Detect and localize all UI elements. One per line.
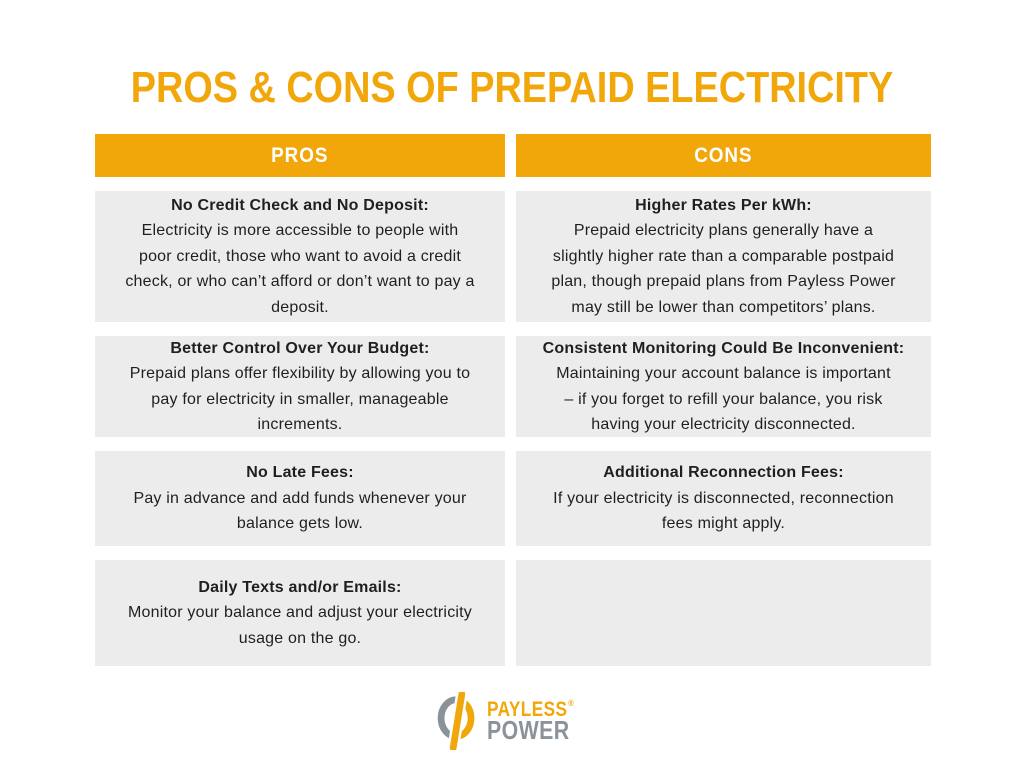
- logo-wordmark: PAYLESS ® POWER: [487, 698, 575, 745]
- pro-item-body: Pay in advance and add funds whenever yo…: [133, 489, 467, 533]
- pros-column-header: PROS: [95, 134, 505, 177]
- pro-item-no-credit-check: No Credit Check and No Deposit: Electric…: [95, 191, 505, 322]
- payless-power-logo: PAYLESS ® POWER: [430, 692, 593, 750]
- logo-power-text: POWER: [487, 715, 571, 745]
- con-item-empty: [516, 560, 931, 666]
- pro-item-heading: No Credit Check and No Deposit:: [171, 196, 429, 214]
- con-item-body: Prepaid electricity plans generally have…: [551, 222, 896, 316]
- pros-column-header-label: PROS: [271, 143, 329, 167]
- pro-item-body: Electricity is more accessible to people…: [125, 222, 475, 316]
- cons-column-header: CONS: [516, 134, 931, 177]
- pro-item-body: Prepaid plans offer flexibility by allow…: [129, 365, 471, 433]
- pro-item-no-late-fees: No Late Fees: Pay in advance and add fun…: [95, 451, 505, 546]
- logo-payless-text: PAYLESS ®: [487, 698, 575, 721]
- pro-item-daily-texts: Daily Texts and/or Emails: Monitor your …: [95, 560, 505, 666]
- con-item-reconnection-fees: Additional Reconnection Fees: If your el…: [516, 451, 931, 546]
- pro-item-heading: Daily Texts and/or Emails:: [198, 578, 402, 596]
- pro-item-body: Monitor your balance and adjust your ele…: [128, 604, 472, 647]
- con-item-body: If your electricity is disconnected, rec…: [553, 489, 894, 533]
- cons-column-header-label: CONS: [694, 143, 753, 167]
- pros-cons-table: PROS CONS No Credit Check and No Deposit…: [95, 134, 931, 666]
- con-item-heading: Additional Reconnection Fees:: [603, 464, 844, 482]
- pro-item-budget-control: Better Control Over Your Budget: Prepaid…: [95, 336, 505, 437]
- logo-p-mark-icon: [438, 692, 475, 750]
- page-title: PROS & CONS OF PREPAID ELECTRICITY: [130, 63, 894, 112]
- footer: PAYLESS ® POWER: [0, 692, 1024, 750]
- con-item-consistent-monitoring: Consistent Monitoring Could Be Inconveni…: [516, 336, 931, 437]
- logo-payless-label: PAYLESS: [487, 698, 568, 721]
- con-item-heading: Higher Rates Per kWh:: [635, 196, 812, 214]
- pro-item-heading: No Late Fees:: [246, 464, 354, 482]
- con-item-heading: Consistent Monitoring Could Be Inconveni…: [542, 339, 905, 357]
- pro-item-heading: Better Control Over Your Budget:: [170, 339, 430, 357]
- con-item-body: Maintaining your account balance is impo…: [556, 365, 891, 433]
- registered-trademark-icon: ®: [568, 698, 575, 708]
- con-item-higher-rates: Higher Rates Per kWh: Prepaid electricit…: [516, 191, 931, 322]
